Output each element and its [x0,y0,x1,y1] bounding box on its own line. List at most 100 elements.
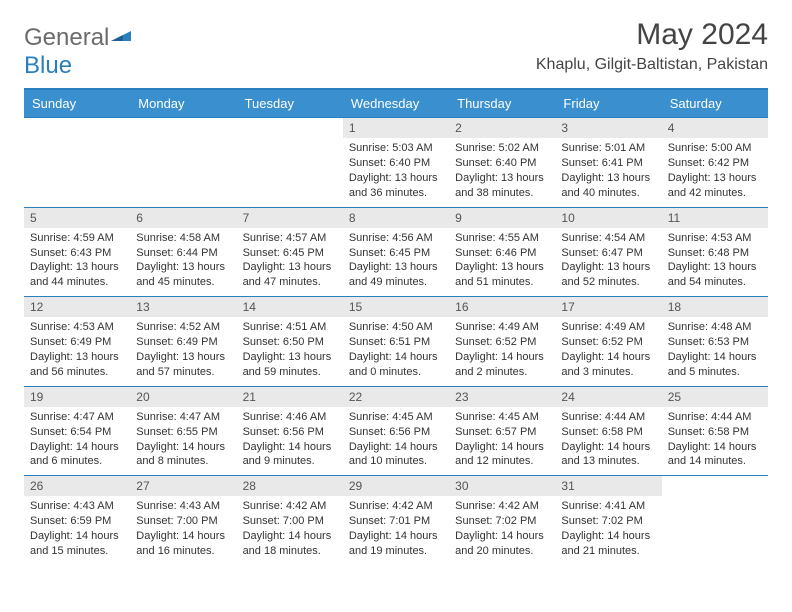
daylight-text: Daylight: 14 hours and 12 minutes. [455,440,549,470]
daylight-text: Daylight: 13 hours and 40 minutes. [561,171,655,201]
day-number: 29 [343,476,449,496]
day-body: Sunrise: 5:02 AMSunset: 6:40 PMDaylight:… [449,138,555,206]
week-row: 12Sunrise: 4:53 AMSunset: 6:49 PMDayligh… [24,296,768,386]
day-body: Sunrise: 4:43 AMSunset: 7:00 PMDaylight:… [130,496,236,564]
sunset-text: Sunset: 6:44 PM [136,246,230,261]
sunset-text: Sunset: 6:43 PM [30,246,124,261]
daylight-text: Daylight: 14 hours and 15 minutes. [30,529,124,559]
sunrise-text: Sunrise: 4:47 AM [30,410,124,425]
daylight-text: Daylight: 14 hours and 0 minutes. [349,350,443,380]
sunrise-text: Sunrise: 4:49 AM [455,320,549,335]
sunset-text: Sunset: 6:56 PM [349,425,443,440]
sunrise-text: Sunrise: 4:42 AM [243,499,337,514]
sunrise-text: Sunrise: 4:41 AM [561,499,655,514]
daylight-text: Daylight: 13 hours and 52 minutes. [561,260,655,290]
day-number: 16 [449,297,555,317]
day-body: Sunrise: 4:50 AMSunset: 6:51 PMDaylight:… [343,317,449,385]
daylight-text: Daylight: 14 hours and 18 minutes. [243,529,337,559]
sunset-text: Sunset: 7:00 PM [136,514,230,529]
daylight-text: Daylight: 13 hours and 38 minutes. [455,171,549,201]
sunrise-text: Sunrise: 4:53 AM [668,231,762,246]
day-cell: 1Sunrise: 5:03 AMSunset: 6:40 PMDaylight… [343,118,449,207]
calendar: SundayMondayTuesdayWednesdayThursdayFrid… [24,88,768,565]
day-cell: 21Sunrise: 4:46 AMSunset: 6:56 PMDayligh… [237,387,343,476]
day-cell: 9Sunrise: 4:55 AMSunset: 6:46 PMDaylight… [449,208,555,297]
sunrise-text: Sunrise: 4:44 AM [668,410,762,425]
day-number: 5 [24,208,130,228]
day-number: 4 [662,118,768,138]
day-cell: . [130,118,236,207]
sunset-text: Sunset: 6:48 PM [668,246,762,261]
day-body: Sunrise: 4:59 AMSunset: 6:43 PMDaylight:… [24,228,130,296]
day-number: 6 [130,208,236,228]
day-cell: . [662,476,768,565]
day-body: Sunrise: 5:03 AMSunset: 6:40 PMDaylight:… [343,138,449,206]
sunrise-text: Sunrise: 4:52 AM [136,320,230,335]
day-cell: 6Sunrise: 4:58 AMSunset: 6:44 PMDaylight… [130,208,236,297]
day-headers-row: SundayMondayTuesdayWednesdayThursdayFrid… [24,90,768,117]
day-body: Sunrise: 4:47 AMSunset: 6:55 PMDaylight:… [130,407,236,475]
day-cell: 31Sunrise: 4:41 AMSunset: 7:02 PMDayligh… [555,476,661,565]
month-title: May 2024 [536,18,768,52]
sunset-text: Sunset: 6:54 PM [30,425,124,440]
sunset-text: Sunset: 6:42 PM [668,156,762,171]
day-number: 8 [343,208,449,228]
sunset-text: Sunset: 6:46 PM [455,246,549,261]
daylight-text: Daylight: 14 hours and 3 minutes. [561,350,655,380]
day-number: 14 [237,297,343,317]
day-body: Sunrise: 4:57 AMSunset: 6:45 PMDaylight:… [237,228,343,296]
day-body: Sunrise: 4:53 AMSunset: 6:49 PMDaylight:… [24,317,130,385]
daylight-text: Daylight: 14 hours and 9 minutes. [243,440,337,470]
sunrise-text: Sunrise: 4:51 AM [243,320,337,335]
day-number: 19 [24,387,130,407]
day-number: 21 [237,387,343,407]
daylight-text: Daylight: 14 hours and 21 minutes. [561,529,655,559]
brand-logo: GeneralBlue [24,18,131,80]
daylight-text: Daylight: 13 hours and 49 minutes. [349,260,443,290]
day-body: Sunrise: 4:49 AMSunset: 6:52 PMDaylight:… [449,317,555,385]
day-cell: 30Sunrise: 4:42 AMSunset: 7:02 PMDayligh… [449,476,555,565]
day-number: 23 [449,387,555,407]
day-number: 24 [555,387,661,407]
day-number: 10 [555,208,661,228]
sunset-text: Sunset: 6:58 PM [561,425,655,440]
sunset-text: Sunset: 6:49 PM [136,335,230,350]
sunrise-text: Sunrise: 4:46 AM [243,410,337,425]
weeks-container: ...1Sunrise: 5:03 AMSunset: 6:40 PMDayli… [24,117,768,565]
sunrise-text: Sunrise: 4:58 AM [136,231,230,246]
daylight-text: Daylight: 14 hours and 19 minutes. [349,529,443,559]
day-cell: 24Sunrise: 4:44 AMSunset: 6:58 PMDayligh… [555,387,661,476]
sunset-text: Sunset: 6:45 PM [349,246,443,261]
sunset-text: Sunset: 6:40 PM [349,156,443,171]
day-cell: 16Sunrise: 4:49 AMSunset: 6:52 PMDayligh… [449,297,555,386]
sunrise-text: Sunrise: 4:42 AM [455,499,549,514]
day-body: Sunrise: 4:45 AMSunset: 6:56 PMDaylight:… [343,407,449,475]
day-body: Sunrise: 4:52 AMSunset: 6:49 PMDaylight:… [130,317,236,385]
day-header-friday: Friday [555,90,661,117]
day-cell: 7Sunrise: 4:57 AMSunset: 6:45 PMDaylight… [237,208,343,297]
sunrise-text: Sunrise: 4:59 AM [30,231,124,246]
day-number: 20 [130,387,236,407]
daylight-text: Daylight: 13 hours and 57 minutes. [136,350,230,380]
sunset-text: Sunset: 7:01 PM [349,514,443,529]
daylight-text: Daylight: 13 hours and 36 minutes. [349,171,443,201]
sunrise-text: Sunrise: 4:45 AM [349,410,443,425]
sunrise-text: Sunrise: 4:50 AM [349,320,443,335]
sunrise-text: Sunrise: 4:47 AM [136,410,230,425]
day-body: Sunrise: 4:51 AMSunset: 6:50 PMDaylight:… [237,317,343,385]
day-body: Sunrise: 4:42 AMSunset: 7:00 PMDaylight:… [237,496,343,564]
sunrise-text: Sunrise: 4:54 AM [561,231,655,246]
day-cell: 23Sunrise: 4:45 AMSunset: 6:57 PMDayligh… [449,387,555,476]
daylight-text: Daylight: 14 hours and 2 minutes. [455,350,549,380]
sunrise-text: Sunrise: 4:49 AM [561,320,655,335]
logo-triangle-icon [111,27,131,41]
day-header-thursday: Thursday [449,90,555,117]
day-number: 2 [449,118,555,138]
day-number: 17 [555,297,661,317]
day-body: Sunrise: 4:44 AMSunset: 6:58 PMDaylight:… [555,407,661,475]
day-cell: 19Sunrise: 4:47 AMSunset: 6:54 PMDayligh… [24,387,130,476]
sunset-text: Sunset: 6:52 PM [455,335,549,350]
week-row: 19Sunrise: 4:47 AMSunset: 6:54 PMDayligh… [24,386,768,476]
day-cell: 3Sunrise: 5:01 AMSunset: 6:41 PMDaylight… [555,118,661,207]
sunrise-text: Sunrise: 5:00 AM [668,141,762,156]
